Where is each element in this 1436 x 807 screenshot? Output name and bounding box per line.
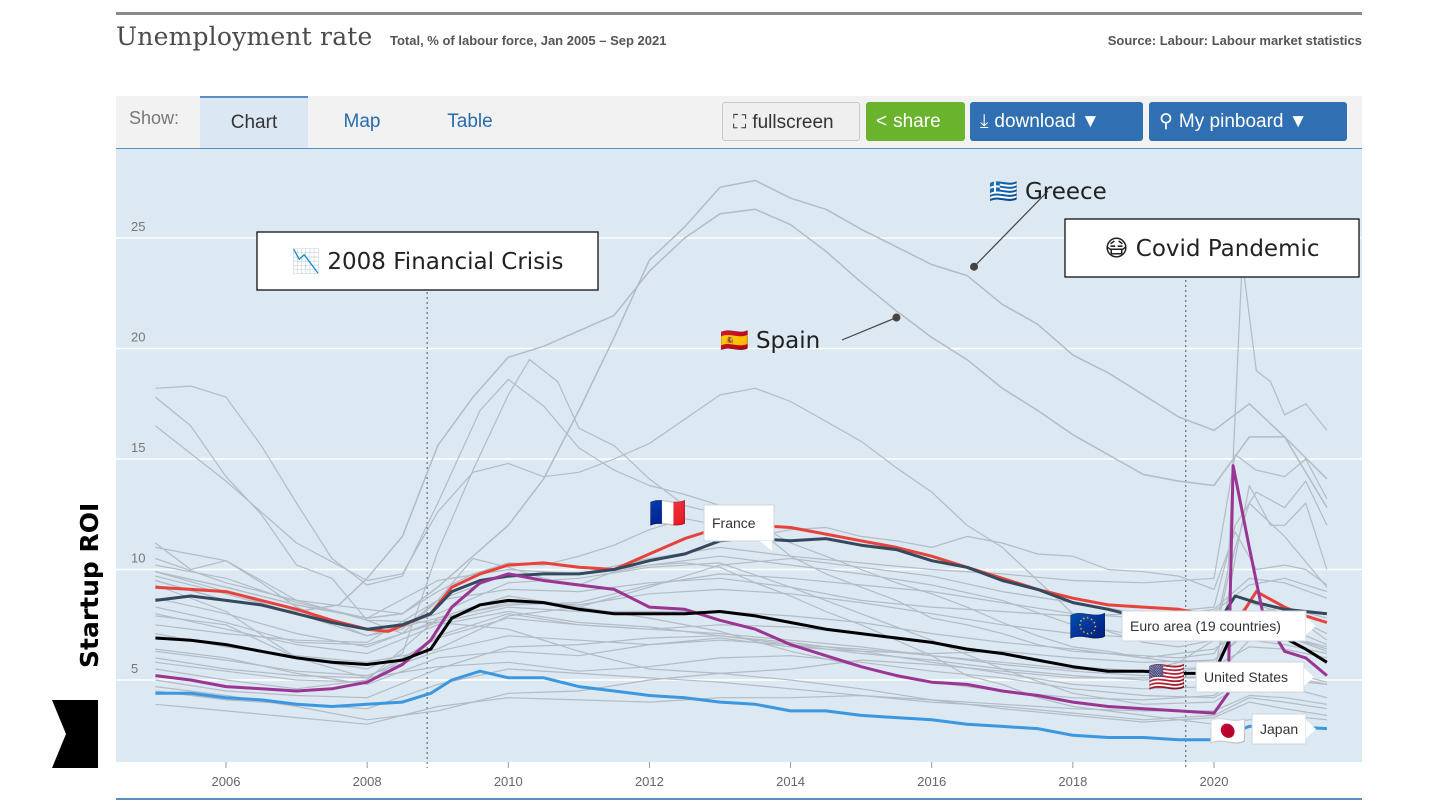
bottom-rule [116,798,1362,800]
x-tick-label: 2010 [494,774,523,789]
x-tick-label: 2014 [776,774,805,789]
x-tick-label: 2016 [917,774,946,789]
series-label-france-text: France [712,515,756,531]
series-line-japan [155,669,1327,742]
annotation-financial-crisis: 📉 2008 Financial Crisis [256,231,599,291]
series-label-france-flag-icon: 🇫🇷 [649,496,686,531]
series-label-japan-text: Japan [1260,721,1298,737]
series-line-country-9 [155,387,1328,648]
callout-spain: 🇪🇸 Spain [720,313,901,354]
series-label-france: France 🇫🇷 [649,496,775,551]
chart-toolbar: Show: Chart Map Table ⛶ fullscreen < share… [116,96,1362,150]
series-label-euro-area-19-countries--text: Euro area (19 countries) [1130,618,1281,634]
series-label-euro-area-19-countries-: Euro area (19 countries) 🇪🇺 [1069,609,1316,644]
series-line-country-10 [155,359,1328,670]
annotation-covid-pandemic: 😷 Covid Pandemic [1064,218,1360,278]
series-label-japan: Japan 🇯🇵 [1209,713,1316,749]
series-line-country-12 [155,542,1328,705]
fullscreen-icon: ⛶ [733,112,747,133]
chart-source: Source: Labour: Labour market statistics [1107,33,1362,48]
series-line-country-13 [155,606,1328,659]
y-tick-label: 5 [131,661,138,676]
callout-greece: 🇬🇷 Greece [970,179,1107,271]
series-line-spain [155,208,1328,613]
download-icon: ⤓ [980,111,989,132]
series-line-united-states [155,464,1328,715]
tab-chart[interactable]: Chart [200,96,308,148]
y-tick-label: 15 [131,440,145,455]
chart-title: Unemployment rate [116,22,373,51]
x-tick-label: 2008 [353,774,382,789]
series-line-country-31 [155,454,1328,619]
callout-greece-text: 🇬🇷 Greece [989,179,1107,205]
x-tick-label: 2006 [212,774,241,789]
brand-text: Startup ROI [75,502,104,668]
share-button[interactable]: < share [866,102,965,141]
series-line-country-18 [155,630,1328,685]
y-tick-label: 20 [131,330,145,345]
y-tick-label: 25 [131,219,145,234]
show-label: Show: [129,108,180,128]
series-line-greece [155,179,1328,619]
tab-table[interactable]: Table [447,111,493,132]
series-label-euro-area-19-countries--flag-icon: 🇪🇺 [1069,609,1106,644]
pin-icon: ⚲ [1159,111,1173,132]
annotation-financial-crisis-text: 📉 2008 Financial Crisis [291,248,563,275]
series-label-united-states-flag-icon: 🇺🇸 [1148,660,1185,695]
series-line-country-11 [155,518,1328,615]
share-label: share [893,111,941,132]
x-tick-label: 2020 [1200,774,1229,789]
annotation-covid-pandemic-text: 😷 Covid Pandemic [1104,236,1319,262]
pinboard-button[interactable]: ⚲ My pinboard ▼ [1149,102,1347,141]
download-button[interactable]: ⤓ download ▼ [970,102,1143,141]
y-tick-label: 10 [131,551,145,566]
series-line-country-28 [155,259,1328,648]
series-line-country-15 [155,546,1327,723]
chart-subtitle: Total, % of labour force, Jan 2005 – Sep… [390,33,667,48]
series-line-country-25 [155,668,1327,721]
brand-logo-icon [52,700,98,768]
series-line-country-4 [155,598,1328,675]
fullscreen-button[interactable]: ⛶ fullscreen [722,102,860,141]
series-label-united-states: United States 🇺🇸 [1148,660,1314,695]
callout-spain-text: 🇪🇸 Spain [720,328,820,354]
series-label-united-states-text: United States [1204,669,1288,685]
series-label-japan-flag-icon: 🇯🇵 [1209,714,1246,749]
download-label: download ▼ [994,111,1100,132]
x-tick-label: 2018 [1058,774,1087,789]
series-line-country-30 [155,502,1328,683]
pinboard-label: My pinboard ▼ [1178,111,1308,132]
fullscreen-label: fullscreen [752,112,834,133]
share-icon: < [876,111,888,132]
x-tick-label: 2012 [635,774,664,789]
tab-map[interactable]: Map [343,111,381,132]
top-rule [116,12,1362,15]
series-line-country-19 [155,595,1327,701]
